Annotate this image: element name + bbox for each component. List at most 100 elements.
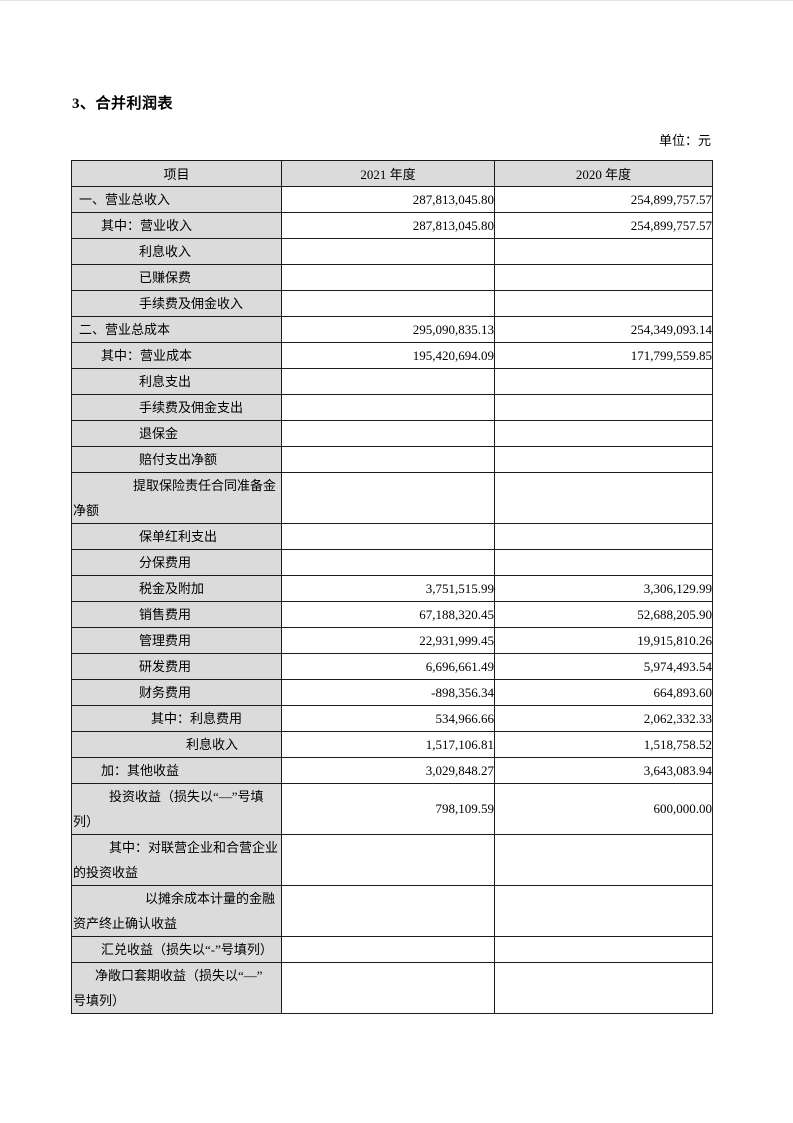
row-label-cell: 投资收益（损失以“—”号填 列） xyxy=(71,783,282,835)
row-label: 利息收入 xyxy=(139,244,192,259)
value-2020: 171,799,559.85 xyxy=(494,342,713,369)
table-row: 手续费及佣金支出 xyxy=(71,394,713,421)
table-row: 利息支出 xyxy=(71,368,713,395)
table-row: 分保费用 xyxy=(71,549,713,576)
table-row: 其中：对联营企业和合营企业 的投资收益 xyxy=(71,834,713,886)
value-2020 xyxy=(494,472,713,524)
value-2021 xyxy=(281,264,495,291)
value-2020 xyxy=(494,936,713,963)
value-2020 xyxy=(494,264,713,291)
row-label-cell: 提取保险责任合同准备金 净额 xyxy=(71,472,282,524)
row-label-cell: 汇兑收益（损失以“-”号填列） xyxy=(71,936,282,963)
row-label: 手续费及佣金收入 xyxy=(139,296,244,311)
row-label: 退保金 xyxy=(139,426,179,441)
row-label-cell: 税金及附加 xyxy=(71,575,282,602)
value-2021: 67,188,320.45 xyxy=(281,601,495,628)
row-label: 赔付支出净额 xyxy=(139,452,218,467)
value-2020: 600,000.00 xyxy=(494,783,713,835)
row-label: 汇兑收益（损失以“-”号填列） xyxy=(101,942,273,957)
value-2021: 295,090,835.13 xyxy=(281,316,495,343)
row-label: 管理费用 xyxy=(139,633,192,648)
value-2020: 2,062,332.33 xyxy=(494,705,713,732)
table-row: 汇兑收益（损失以“-”号填列） xyxy=(71,936,713,963)
value-2020: 664,893.60 xyxy=(494,679,713,706)
row-label-cell: 财务费用 xyxy=(71,679,282,706)
row-label-cell: 分保费用 xyxy=(71,549,282,576)
table-row: 财务费用 -898,356.34 664,893.60 xyxy=(71,679,713,706)
row-label-cell: 手续费及佣金收入 xyxy=(71,290,282,317)
table-row: 管理费用 22,931,999.45 19,915,810.26 xyxy=(71,627,713,654)
value-2020: 1,518,758.52 xyxy=(494,731,713,758)
table-row: 其中：营业收入 287,813,045.80 254,899,757.57 xyxy=(71,212,713,239)
value-2020: 3,306,129.99 xyxy=(494,575,713,602)
value-2020 xyxy=(494,446,713,473)
table-row: 其中：营业成本 195,420,694.09 171,799,559.85 xyxy=(71,342,713,369)
row-label: 已赚保费 xyxy=(139,270,192,285)
table-row: 加：其他收益 3,029,848.27 3,643,083.94 xyxy=(71,757,713,784)
row-label-cell: 利息收入 xyxy=(71,731,282,758)
value-2021 xyxy=(281,523,495,550)
row-label: 财务费用 xyxy=(139,685,192,700)
value-2021 xyxy=(281,885,495,937)
row-label-cell: 一、营业总收入 xyxy=(71,186,282,213)
row-label: 保单红利支出 xyxy=(139,529,218,544)
row-label-cell: 利息收入 xyxy=(71,238,282,265)
value-2021 xyxy=(281,290,495,317)
row-label-cell: 其中：营业收入 xyxy=(71,212,282,239)
column-header-2020: 2020 年度 xyxy=(494,160,713,187)
value-2020 xyxy=(494,549,713,576)
value-2020 xyxy=(494,290,713,317)
row-label: 二、营业总成本 xyxy=(79,322,171,337)
row-label: 以摊余成本计量的金融 资产终止确认收益 xyxy=(73,891,276,931)
table-row: 退保金 xyxy=(71,420,713,447)
value-2021: 287,813,045.80 xyxy=(281,212,495,239)
row-label-cell: 赔付支出净额 xyxy=(71,446,282,473)
table-row: 利息收入 xyxy=(71,238,713,265)
table-row: 保单红利支出 xyxy=(71,523,713,550)
row-label-cell: 保单红利支出 xyxy=(71,523,282,550)
row-label: 其中：营业收入 xyxy=(101,218,193,233)
row-label: 销售费用 xyxy=(139,607,192,622)
table-row: 销售费用 67,188,320.45 52,688,205.90 xyxy=(71,601,713,628)
value-2020: 5,974,493.54 xyxy=(494,653,713,680)
value-2021: 6,696,661.49 xyxy=(281,653,495,680)
table-header-row: 项目 2021 年度 2020 年度 xyxy=(71,160,713,187)
value-2020: 254,349,093.14 xyxy=(494,316,713,343)
table-row: 研发费用 6,696,661.49 5,974,493.54 xyxy=(71,653,713,680)
table-row: 其中：利息费用 534,966.66 2,062,332.33 xyxy=(71,705,713,732)
value-2020 xyxy=(494,238,713,265)
table-row: 投资收益（损失以“—”号填 列） 798,109.59 600,000.00 xyxy=(71,783,713,835)
value-2020 xyxy=(494,523,713,550)
row-label-cell: 净敞口套期收益（损失以“—” 号填列） xyxy=(71,962,282,1014)
value-2020: 52,688,205.90 xyxy=(494,601,713,628)
value-2020 xyxy=(494,834,713,886)
table-row: 提取保险责任合同准备金 净额 xyxy=(71,472,713,524)
row-label: 投资收益（损失以“—”号填 列） xyxy=(73,789,264,829)
row-label: 净敞口套期收益（损失以“—” 号填列） xyxy=(73,968,263,1008)
row-label: 研发费用 xyxy=(139,659,192,674)
table-row: 手续费及佣金收入 xyxy=(71,290,713,317)
row-label-cell: 管理费用 xyxy=(71,627,282,654)
table-body: 一、营业总收入 287,813,045.80 254,899,757.57 其中：营业… xyxy=(71,186,713,1014)
row-label: 利息支出 xyxy=(139,374,192,389)
table-row: 利息收入 1,517,106.81 1,518,758.52 xyxy=(71,731,713,758)
value-2021 xyxy=(281,936,495,963)
value-2020: 254,899,757.57 xyxy=(494,186,713,213)
row-label: 其中：利息费用 xyxy=(151,711,243,726)
table-row: 二、营业总成本 295,090,835.13 254,349,093.14 xyxy=(71,316,713,343)
row-label-cell: 研发费用 xyxy=(71,653,282,680)
unit-label: 单位：元 xyxy=(658,133,711,148)
row-label: 税金及附加 xyxy=(139,581,205,596)
value-2021: 3,029,848.27 xyxy=(281,757,495,784)
income-statement-table: 项目 2021 年度 2020 年度 一、营业总收入 287,813,045.80… xyxy=(71,160,713,1014)
column-header-item: 项目 xyxy=(71,160,282,187)
value-2020: 254,899,757.57 xyxy=(494,212,713,239)
row-label-cell: 其中：对联营企业和合营企业 的投资收益 xyxy=(71,834,282,886)
row-label: 手续费及佣金支出 xyxy=(139,400,244,415)
page-title: 3、合并利润表 xyxy=(72,96,174,112)
row-label-cell: 已赚保费 xyxy=(71,264,282,291)
value-2020 xyxy=(494,394,713,421)
value-2020 xyxy=(494,962,713,1014)
row-label: 分保费用 xyxy=(139,555,192,570)
